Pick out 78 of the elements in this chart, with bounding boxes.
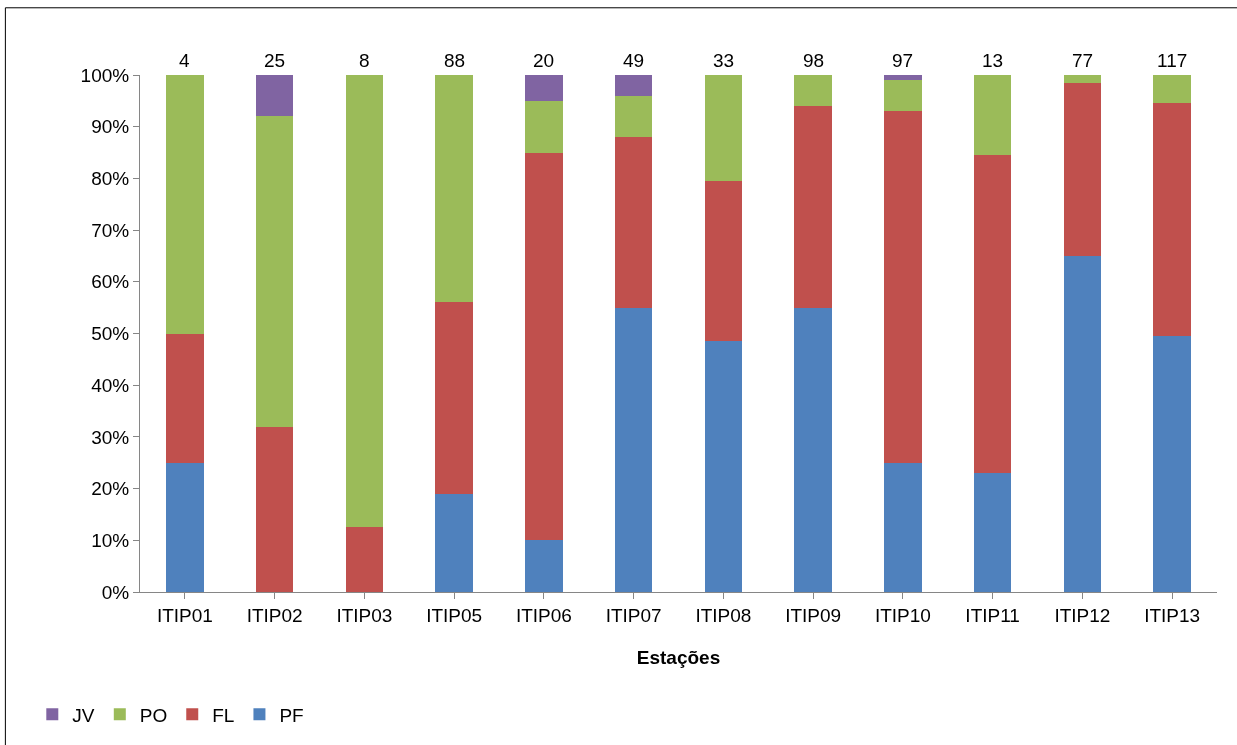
x-tick-label: ITIP03 xyxy=(336,604,393,626)
annotation: 88 xyxy=(444,50,466,71)
y-tick-label: 10% xyxy=(91,529,130,551)
y-tick-label: 60% xyxy=(91,271,130,293)
y-tick-label: 80% xyxy=(91,168,130,190)
bar xyxy=(525,75,563,101)
x-tick-label: ITIP10 xyxy=(874,604,931,626)
y-tick-label: 100% xyxy=(80,64,130,86)
bar xyxy=(525,152,563,541)
x-tick-label: ITIP07 xyxy=(605,604,662,626)
annotation: 117 xyxy=(1157,50,1188,71)
bar xyxy=(794,307,832,592)
bar xyxy=(1063,82,1102,256)
y-tick-label: 30% xyxy=(91,426,130,448)
x-tick-label: ITIP02 xyxy=(246,604,303,626)
bar xyxy=(525,100,563,153)
annotation: 20 xyxy=(533,50,555,71)
y-tick-label: 70% xyxy=(91,219,130,241)
bar xyxy=(614,95,653,138)
bar xyxy=(255,75,294,117)
bar xyxy=(884,111,922,463)
annotation: 8 xyxy=(359,50,370,71)
x-axis-title: Estações xyxy=(636,646,721,668)
legend-label: PO xyxy=(139,704,168,726)
annotation: 33 xyxy=(713,50,735,71)
bar xyxy=(794,106,832,308)
bar xyxy=(435,493,473,592)
bar xyxy=(614,307,653,592)
bar xyxy=(166,333,204,463)
legend-label: FL xyxy=(212,704,235,726)
bar xyxy=(973,75,1012,156)
x-tick-label: ITIP11 xyxy=(965,604,1020,626)
x-tick-label: ITIP09 xyxy=(785,604,842,626)
bar xyxy=(973,473,1012,592)
annotation: 77 xyxy=(1072,50,1094,71)
x-tick-label: ITIP06 xyxy=(515,604,572,626)
bar xyxy=(704,180,743,342)
bar xyxy=(345,75,384,528)
bar xyxy=(1063,75,1102,83)
x-tick-label: ITIP01 xyxy=(156,604,213,626)
bar xyxy=(166,462,204,592)
annotation: 98 xyxy=(803,50,825,71)
bar xyxy=(704,341,743,592)
bar xyxy=(614,137,653,308)
bar xyxy=(973,155,1012,474)
x-tick-label: ITIP13 xyxy=(1144,604,1201,626)
bar xyxy=(345,527,384,592)
legend-label: JV xyxy=(72,704,95,726)
annotation: 13 xyxy=(982,50,1004,71)
bar xyxy=(525,540,563,592)
bar xyxy=(704,75,743,181)
y-tick-label: 90% xyxy=(91,116,130,138)
annotation: 97 xyxy=(892,50,914,71)
x-tick-label: ITIP05 xyxy=(426,604,483,626)
annotation: 25 xyxy=(264,50,286,71)
y-tick-label: 40% xyxy=(91,374,130,396)
annotation: 49 xyxy=(623,50,645,71)
bar xyxy=(255,426,294,592)
x-tick-label: ITIP12 xyxy=(1054,604,1111,626)
bar xyxy=(255,116,294,427)
y-tick-label: 20% xyxy=(91,478,130,500)
bar xyxy=(884,80,922,112)
bar xyxy=(1063,255,1102,592)
bar xyxy=(435,302,473,494)
y-tick-label: 50% xyxy=(91,323,130,345)
y-tick-label: 0% xyxy=(101,581,130,603)
bar xyxy=(884,75,922,81)
bar xyxy=(1153,336,1191,592)
bar xyxy=(1153,75,1191,104)
annotation: 4 xyxy=(179,50,190,71)
bar xyxy=(884,462,922,592)
bar xyxy=(435,75,473,303)
x-tick-label: ITIP08 xyxy=(695,604,752,626)
bar xyxy=(794,75,832,107)
bar xyxy=(166,75,204,334)
bar xyxy=(614,75,653,96)
legend-label: PF xyxy=(279,704,304,726)
bar xyxy=(1153,103,1191,337)
